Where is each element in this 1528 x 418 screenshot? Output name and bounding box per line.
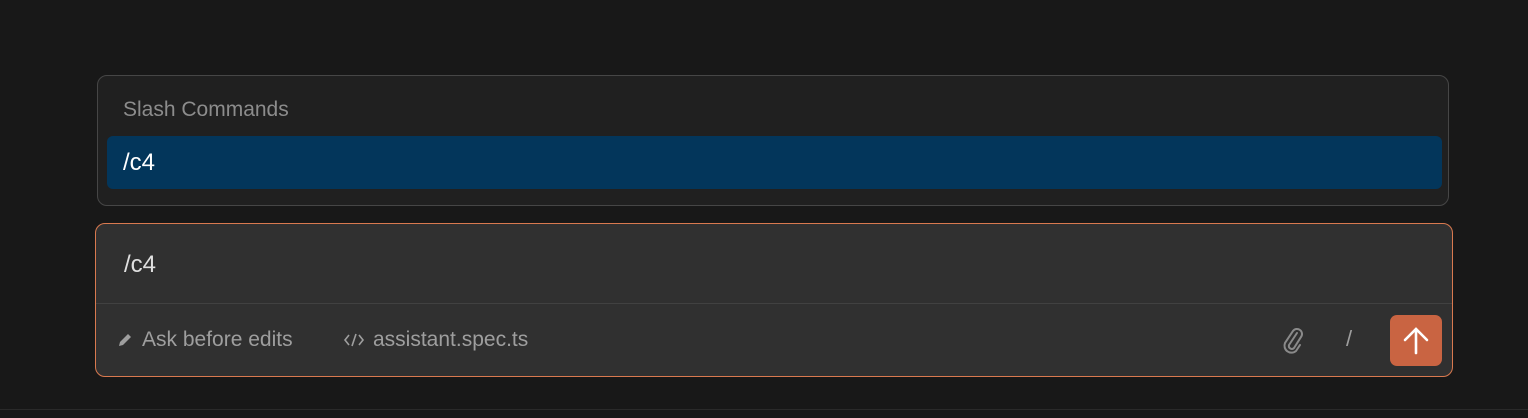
chat-composer: /c4 Ask before edits assistant.spec.ts / bbox=[95, 223, 1453, 377]
slash-command-item[interactable]: /c4 bbox=[107, 136, 1442, 189]
arrow-up-icon bbox=[1402, 326, 1430, 356]
message-input[interactable]: /c4 bbox=[124, 251, 157, 278]
composer-footer: Ask before edits assistant.spec.ts / bbox=[96, 304, 1452, 376]
code-icon bbox=[343, 331, 365, 349]
slash-commands-popup: Slash Commands /c4 bbox=[97, 75, 1449, 206]
context-file-label: assistant.spec.ts bbox=[373, 328, 529, 351]
popup-title: Slash Commands bbox=[123, 98, 289, 121]
mode-button[interactable]: Ask before edits bbox=[116, 328, 293, 352]
slash-commands-button[interactable]: / bbox=[1346, 326, 1353, 351]
send-button[interactable] bbox=[1390, 315, 1442, 366]
mode-label: Ask before edits bbox=[142, 328, 293, 351]
slash-command-label: /c4 bbox=[123, 149, 156, 176]
context-file-button[interactable]: assistant.spec.ts bbox=[343, 328, 528, 352]
paperclip-icon[interactable] bbox=[1280, 326, 1306, 356]
divider bbox=[96, 303, 1452, 304]
pencil-icon bbox=[116, 331, 134, 349]
panel-border bbox=[0, 409, 1528, 410]
